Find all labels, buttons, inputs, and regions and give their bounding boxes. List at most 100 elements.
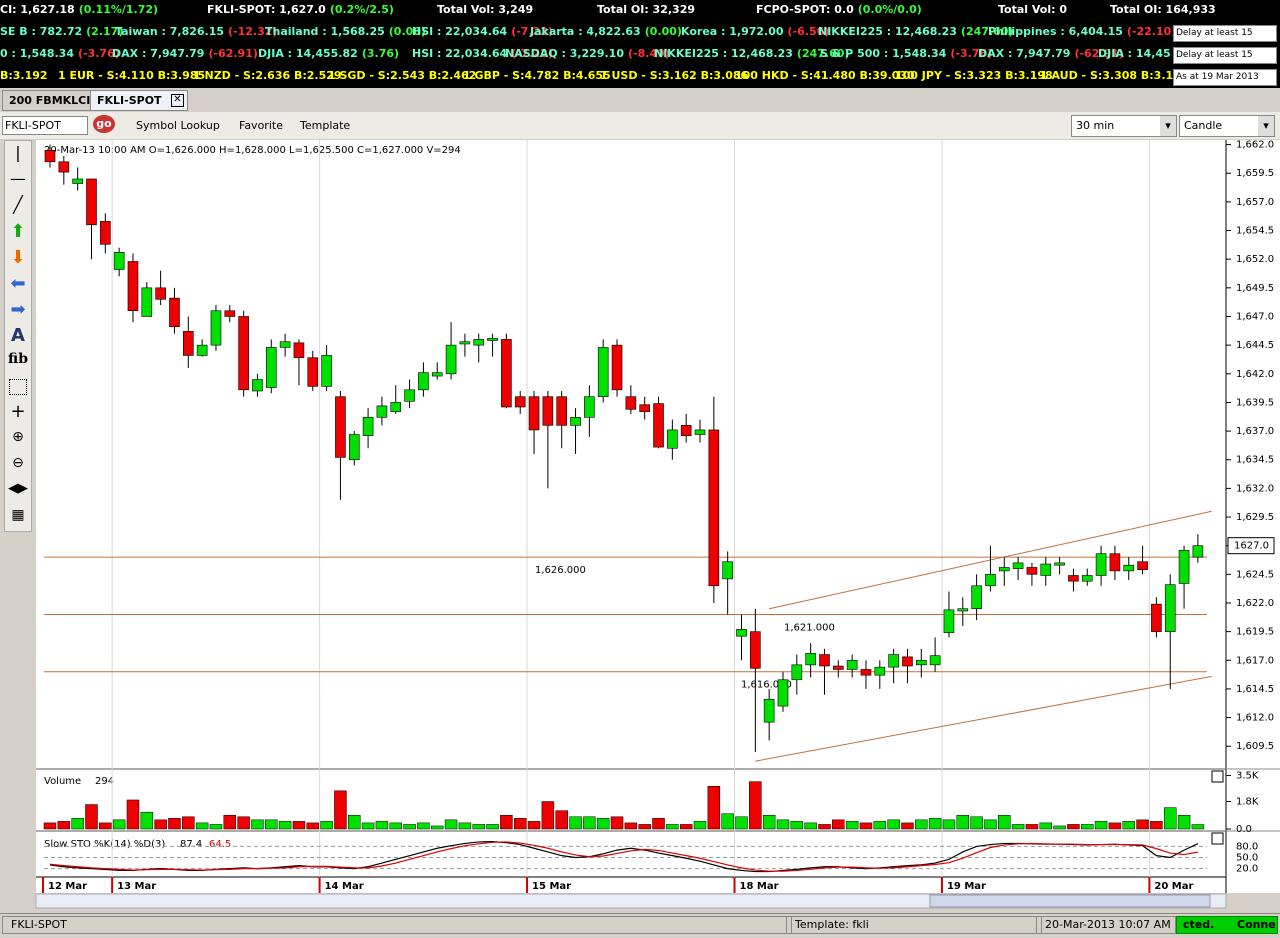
ticker-change: (-3.76) bbox=[950, 47, 993, 60]
close-button[interactable]: ✕ bbox=[171, 94, 184, 107]
close-button[interactable] bbox=[1211, 832, 1224, 845]
y-tick-label: 1,649.5 bbox=[1236, 283, 1274, 294]
ticker-label: FKLI-SPOT: 1,627.0 bbox=[207, 3, 326, 16]
ticker-change: (-7.22) bbox=[511, 25, 553, 38]
volume-bar bbox=[970, 816, 983, 830]
ticker-item: Total Vol: 3,249 bbox=[437, 0, 533, 20]
ticker-item: B:3.192 bbox=[0, 66, 48, 86]
ticker-label: CI: 1,627.18 bbox=[0, 3, 75, 16]
candle-body bbox=[998, 567, 1010, 572]
ticker-label: DJIA : 14,45 bbox=[1098, 47, 1171, 60]
style-select[interactable]: Candle ▾ bbox=[1179, 115, 1275, 137]
tool[interactable]: | bbox=[15, 143, 21, 162]
volume-bar bbox=[541, 801, 555, 830]
ticker-item: 1 USD - S:3.162 B:3.086 bbox=[600, 66, 748, 86]
ticker-change: (-3.76) bbox=[78, 47, 120, 60]
ticker-item: SE B : 782.72 (2.17) bbox=[0, 22, 123, 42]
scrollbar[interactable] bbox=[35, 893, 1227, 909]
volume-bar bbox=[1081, 824, 1094, 830]
symbol-input[interactable]: FKLI-SPOT bbox=[2, 116, 88, 135]
y-tick-label: 1,659.5 bbox=[1236, 168, 1274, 179]
tool[interactable]: ⬆ bbox=[10, 221, 26, 242]
y-tick-label: 1,609.5 bbox=[1236, 741, 1274, 752]
volume-bar bbox=[707, 785, 721, 830]
volume-bar bbox=[334, 790, 347, 830]
tool[interactable]: ⬅ bbox=[10, 273, 26, 294]
link[interactable]: Favorite bbox=[239, 119, 283, 132]
volume-bar bbox=[804, 822, 817, 830]
y-tick-label: 1,642.0 bbox=[1236, 369, 1274, 380]
ticker-item: HSI : 22,034.64 (-7.22) bbox=[412, 22, 553, 42]
go-button[interactable]: go bbox=[93, 115, 115, 133]
candle-body bbox=[141, 287, 153, 317]
volume-bar bbox=[762, 815, 776, 830]
tool[interactable]: + bbox=[10, 401, 26, 422]
y-tick-label: 1,657.0 bbox=[1236, 197, 1274, 208]
candle-body bbox=[44, 150, 56, 163]
tool[interactable]: fib bbox=[8, 351, 28, 367]
candle-body bbox=[196, 344, 208, 356]
x-tick-label: 19 Mar bbox=[947, 881, 986, 892]
tool[interactable]: ⊖ bbox=[12, 455, 24, 471]
candle-body bbox=[1081, 575, 1093, 582]
tool[interactable]: ➡ bbox=[10, 299, 26, 320]
interval-select[interactable]: 30 min ▾ bbox=[1071, 115, 1177, 137]
candle-body bbox=[404, 389, 415, 402]
volume-bar bbox=[278, 821, 292, 830]
volume-bar bbox=[500, 815, 513, 830]
volume-bar bbox=[444, 819, 458, 830]
candle-body bbox=[348, 434, 360, 461]
stoch-k-current: 87.4 bbox=[180, 839, 202, 850]
ticker-item: Total OI: 164,933 bbox=[1110, 0, 1216, 20]
tool[interactable]: ⬇ bbox=[10, 247, 26, 268]
ticker-label: DAX : 7,947.79 bbox=[112, 47, 205, 60]
candle-body bbox=[556, 396, 568, 426]
candle-body bbox=[72, 178, 83, 184]
tool[interactable]: — bbox=[10, 169, 26, 188]
ticker-item: DAX : 7,947.79 (-62.91) bbox=[978, 44, 1124, 64]
tool[interactable] bbox=[9, 379, 27, 395]
candle-body bbox=[708, 429, 720, 587]
candle-body bbox=[265, 347, 277, 388]
ticker-change: (247.60) bbox=[796, 47, 850, 60]
ticker-change: (0.00) bbox=[644, 25, 682, 38]
y-tick-label: 20.0 bbox=[1236, 864, 1258, 875]
tool[interactable]: ╱ bbox=[13, 195, 23, 214]
tool[interactable]: ⊕ bbox=[12, 429, 24, 445]
ticker-change: (247.60) bbox=[960, 25, 1014, 38]
dropdown-arrow: ▾ bbox=[1160, 116, 1176, 136]
volume-bar bbox=[320, 821, 333, 830]
tab[interactable]: 200 FBMKLCI bbox=[2, 90, 98, 111]
ticker-item: 0 : 1,548.34 (-3.76) bbox=[0, 44, 120, 64]
volume-bar bbox=[569, 816, 582, 830]
link[interactable]: Template bbox=[300, 119, 351, 132]
connection-text: cted. bbox=[1183, 918, 1215, 931]
ticker-item: 100 JPY - S:3.323 B:3.198 bbox=[895, 66, 1053, 86]
ticker-note: As at 19 Mar 2013 bbox=[1173, 69, 1277, 86]
volume-bar bbox=[195, 822, 209, 830]
candle-body bbox=[252, 379, 263, 392]
x-tick-label: 13 Mar bbox=[117, 881, 156, 892]
scroll-thumb[interactable] bbox=[929, 894, 1211, 908]
candle-body bbox=[1137, 561, 1148, 571]
tab-active[interactable]: FKLI-SPOT ✕ bbox=[90, 90, 188, 111]
tab-label: FKLI-SPOT bbox=[97, 94, 162, 107]
ticker-label: 1 EUR - S:4.110 B:3.985 bbox=[58, 69, 206, 82]
candle-body bbox=[418, 372, 429, 391]
interval: 30 min bbox=[1076, 119, 1115, 132]
y-tick-label: 0.0 bbox=[1236, 824, 1252, 835]
volume-bar bbox=[887, 819, 900, 830]
tool-panel: | — ╱ ⬆ ⬇ ⬅ ➡ A fib + ⊕ ⊖ ◀▶ ▦ bbox=[4, 140, 32, 532]
ticker-label: NIKKEI225 : 12,468.23 bbox=[654, 47, 793, 60]
candle-body bbox=[888, 654, 899, 668]
tool[interactable]: ◀▶ bbox=[8, 481, 28, 496]
y-tick-label: 1,619.5 bbox=[1236, 627, 1274, 638]
ticker-item: 1 EUR - S:4.110 B:3.985 bbox=[58, 66, 205, 86]
close-button[interactable] bbox=[1211, 770, 1224, 783]
tool[interactable]: ▦ bbox=[11, 507, 25, 523]
tool[interactable]: A bbox=[11, 325, 25, 346]
candle-body bbox=[1151, 603, 1162, 632]
candle-body bbox=[459, 341, 471, 345]
link[interactable]: Symbol Lookup bbox=[136, 119, 220, 132]
ticker-item: S & P 500 : 1,548.34 (-3.76) bbox=[820, 44, 992, 64]
